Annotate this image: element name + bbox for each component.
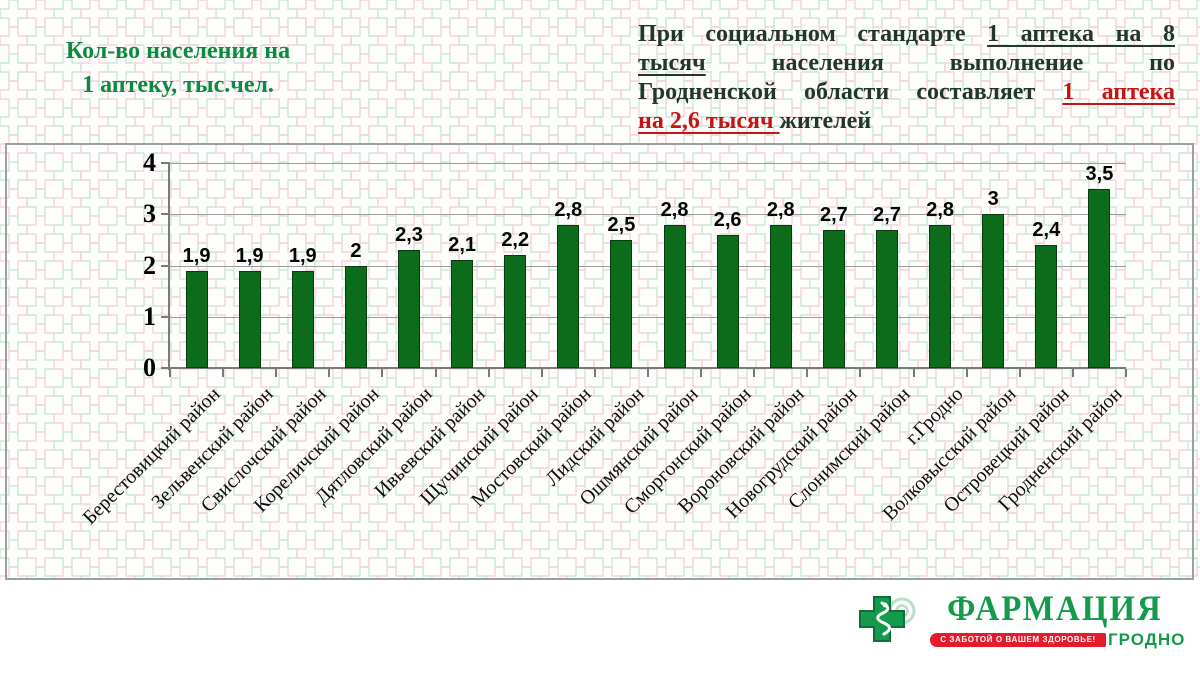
x-tick-mark [275, 369, 278, 377]
gridline [170, 316, 1126, 318]
bar [238, 270, 261, 368]
bar [185, 270, 208, 368]
bar [1088, 188, 1111, 368]
bar-value-label: 2,7 [819, 203, 848, 226]
bar-value-label: 2 [350, 239, 362, 262]
callout-line: тысяч населения выполнение по [638, 49, 1175, 78]
callout-segment: 1 аптека на 8 [987, 21, 1175, 47]
y-axis-tick-label: 2 [143, 250, 156, 280]
bar-value-label: 1,9 [288, 244, 317, 267]
bar [822, 229, 845, 368]
bar-value-label: 1,9 [235, 244, 264, 267]
gridline [170, 163, 1126, 164]
bar [557, 224, 580, 368]
bar-value-label: 2,6 [713, 208, 742, 231]
y-axis-tick-label: 1 [143, 301, 156, 331]
y-axis-tick-label: 0 [143, 353, 156, 382]
bar-value-label: 2,4 [1032, 219, 1061, 241]
x-tick-mark [965, 369, 968, 377]
bar-value-label: 2,7 [873, 203, 901, 226]
bar [291, 270, 314, 368]
bar [504, 255, 527, 368]
x-tick-mark [169, 369, 171, 377]
x-tick-mark [434, 369, 437, 377]
bar-value-label: 2,1 [448, 234, 477, 257]
pharmacy-logo: ФАРМАЦИЯ С ЗАБОТОЙ О ВАШЕМ ЗДОРОВЬЕ! ГРО… [850, 589, 1190, 661]
bar-value-label: 3,5 [1085, 162, 1114, 185]
bar [716, 234, 739, 368]
x-tick-mark [1018, 369, 1021, 377]
bar [929, 224, 952, 368]
bar-value-label: 2,8 [926, 198, 955, 221]
x-tick-mark [222, 369, 225, 377]
bar-value-label: 2,5 [607, 213, 636, 236]
x-tick-mark [753, 369, 756, 377]
x-axis-line [170, 367, 1126, 369]
y-tick-mark [161, 315, 170, 318]
chart-title-line1: Кол-во населения на [65, 38, 291, 64]
y-tick-mark [161, 264, 170, 267]
x-category-label: Берестовицкий район [78, 383, 225, 529]
bar [1035, 245, 1058, 368]
callout-segment: Гродненской области составляет [638, 79, 1063, 105]
bar [451, 260, 474, 368]
bar-chart-panel: 0 1 2 3 4 1,9 Берестовицкий район 1,9 Зельвенски… [5, 143, 1194, 580]
pharmacy-cross-icon [859, 596, 916, 642]
bar-value-label: 2,8 [660, 198, 689, 221]
bar-value-label: 3 [987, 188, 999, 211]
bar-value-label: 2,2 [501, 229, 530, 252]
callout-segment: тысяч [638, 50, 706, 76]
x-tick-mark [1125, 369, 1127, 377]
x-tick-mark [859, 369, 862, 377]
chart-title: Кол-во населения на 1 аптеку, тыс.чел. [26, 34, 330, 102]
callout-line: При социальном стандарте 1 аптека на 8 [638, 20, 1175, 49]
callout-line: Гродненской области составляет 1 аптека [638, 78, 1175, 107]
bar-value-label: 1,9 [182, 244, 211, 267]
x-tick-mark [912, 369, 915, 377]
bar-value-label: 2,8 [554, 198, 583, 221]
x-tick-mark [1071, 369, 1074, 377]
gridline [170, 265, 1126, 267]
y-axis-line [168, 163, 170, 370]
callout-segment: населения выполнение по [705, 50, 1175, 76]
bar [398, 250, 420, 368]
x-tick-mark [806, 369, 809, 377]
logo-city-text: ГРОДНО [1108, 630, 1186, 649]
y-tick-mark [161, 162, 170, 164]
callout-segment: жителей [779, 108, 872, 134]
bar [876, 229, 898, 368]
gridline [170, 214, 1126, 216]
logo-brand-text: ФАРМАЦИЯ [947, 589, 1163, 629]
bar [982, 214, 1005, 368]
logo-slogan-ribbon: С ЗАБОТОЙ О ВАШЕМ ЗДОРОВЬЕ! [930, 633, 1106, 647]
y-tick-mark [161, 213, 170, 216]
callout-segment: на 2,6 тысяч [638, 108, 780, 134]
y-axis-tick-label: 3 [143, 199, 156, 229]
x-tick-mark [381, 369, 384, 377]
callout-segment: 1 аптека [1062, 79, 1175, 105]
bar-value-label: 2,8 [766, 198, 795, 221]
bar [344, 265, 367, 368]
x-tick-mark [593, 369, 596, 377]
x-tick-mark [700, 369, 703, 377]
bar [663, 224, 686, 368]
bar [769, 224, 792, 368]
x-tick-mark [487, 369, 490, 377]
x-tick-mark [328, 369, 331, 377]
bar-value-label: 2,3 [395, 224, 423, 247]
chart-title-line2: 1 аптеку, тыс.чел. [82, 72, 274, 98]
y-axis-tick-label: 4 [143, 148, 156, 177]
callout-text: При социальном стандарте 1 аптека на 8 т… [638, 20, 1175, 136]
y-tick-mark [161, 367, 170, 369]
bar [610, 239, 633, 368]
callout-segment: При социальном стандарте [638, 21, 988, 47]
x-tick-mark [647, 369, 649, 377]
x-tick-mark [540, 369, 543, 377]
callout-line: на 2,6 тысяч жителей [638, 107, 1175, 136]
